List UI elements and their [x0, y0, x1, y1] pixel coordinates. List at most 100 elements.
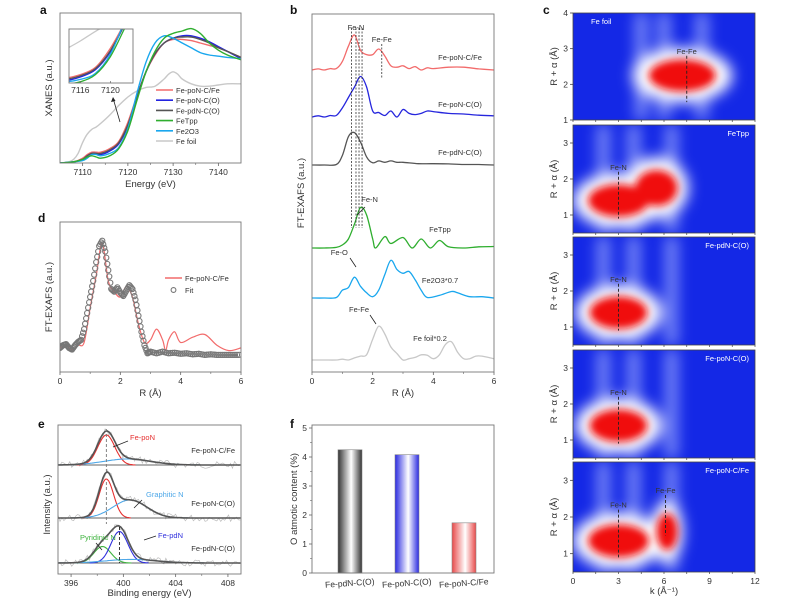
- y-tick-label: 3: [302, 481, 307, 491]
- fit-point: [106, 273, 113, 280]
- legend-label: Fe-poN-C/Fe: [176, 86, 220, 95]
- legend-swatch: [170, 287, 177, 293]
- panel-d-exafs-fit: 0 2 4 6 R (Å) FT-EXAFS (a.u.) Fe-poN-C/Fe Fit: [44, 221, 244, 399]
- wt-marker-label: Fe-Fe: [656, 486, 676, 495]
- series-label: Fe-poN-C(O): [438, 100, 482, 109]
- x-tick-label: 0: [58, 376, 63, 386]
- y-tick-label: 2: [563, 512, 568, 522]
- annotation-arrow: [369, 314, 377, 325]
- y-tick-label: 1: [563, 549, 568, 559]
- x-axis-title: Binding energy (eV): [108, 588, 192, 599]
- series-label: FeTpp: [429, 225, 451, 234]
- annotation-arrow: [112, 440, 129, 448]
- wt-hotspot: [635, 170, 678, 206]
- y-tick-label: 2: [563, 399, 568, 409]
- panel-e-xps: Fe-poN-C/Fe Fe-poN Fe-poN-C(O) Graphitic N F…: [42, 424, 242, 599]
- wt-subplot-3: [573, 350, 755, 458]
- annotation-arrow: [95, 542, 103, 551]
- x-tick-label: 9: [707, 576, 712, 586]
- fit-point: [103, 254, 110, 261]
- fit-point: [78, 333, 86, 340]
- fit-point: [99, 237, 106, 244]
- fit-point: [219, 351, 227, 359]
- y-tick-label: 3: [563, 138, 568, 148]
- xanes-lines: [60, 27, 241, 163]
- x-tick-label: 396: [64, 578, 78, 588]
- xps-sample-name: Fe-poN-C(O): [191, 499, 235, 508]
- y-tick-label: 1: [563, 435, 568, 445]
- inset-frame: [68, 28, 134, 84]
- wt-hot: [589, 296, 648, 329]
- x-tick-label: 0: [571, 576, 576, 586]
- wt-hot: [589, 409, 648, 442]
- y-tick-label: 2: [302, 510, 307, 520]
- series-label: Fe foil*0.2: [413, 334, 447, 343]
- fit-point: [215, 351, 223, 359]
- fit-point: [235, 351, 241, 359]
- fit-point: [225, 351, 233, 359]
- panel-label-f: f: [290, 417, 295, 431]
- x-tick-label: 4: [431, 376, 436, 386]
- legend-label: Fe-poN-C/Fe: [185, 274, 229, 283]
- fit-point: [217, 351, 225, 359]
- x-axis-title: Energy (eV): [125, 179, 176, 190]
- fit-point: [227, 351, 235, 359]
- y-axis-title: XANES (a.u.): [44, 59, 55, 116]
- wt-subplot-2: [573, 237, 755, 345]
- y-tick-label: 1: [563, 210, 568, 220]
- y-tick-label: 5: [302, 423, 307, 433]
- exafs-line-0: [312, 34, 494, 71]
- wt-hotspot: [589, 296, 648, 329]
- exafs-line-3: [312, 206, 494, 249]
- fit-point: [92, 265, 99, 272]
- bar-1: [394, 454, 420, 574]
- x-tick-label: 4: [178, 376, 183, 386]
- exafs-line-4: [312, 259, 494, 299]
- x-tick-label: 7110: [73, 167, 92, 177]
- y-tick-label: 2: [563, 79, 568, 89]
- wt-marker-label: Fe-N: [610, 163, 627, 172]
- legend-label: Fit: [185, 286, 194, 295]
- x-tick-label: 7120: [118, 167, 137, 177]
- series-label: Fe-poN-C/Fe: [438, 53, 482, 62]
- fit-point: [77, 336, 85, 344]
- x-tick-label: 3: [616, 576, 621, 586]
- wt-sample-name: FeTpp: [727, 129, 749, 138]
- y-tick-label: 3: [563, 250, 568, 260]
- xanes-line-3: [60, 27, 241, 163]
- exafs-line-1: [312, 75, 494, 118]
- x-category-label: Fe-poN-C(O): [382, 576, 432, 589]
- panel-b-ft-exafs: Fe-poN-C/Fe Fe-poN-C(O) Fe-pdN-C(O) FeTpp Fe…: [296, 13, 497, 399]
- fit-point: [102, 248, 109, 255]
- y-axis-title: R + α (Å): [549, 385, 560, 423]
- series-label: Fe2O3*0.7: [422, 276, 458, 285]
- fit-point: [80, 325, 88, 333]
- bond-annotation: Fe-Fe: [372, 35, 392, 44]
- bond-annotation: Fe-N: [361, 195, 378, 204]
- x-axis-title: R (Å): [392, 388, 414, 399]
- annotation-arrow: [356, 206, 366, 216]
- x-tick-label: 400: [116, 578, 130, 588]
- annotation-arrow: [349, 257, 357, 268]
- wt-marker-label: Fe-N: [610, 388, 627, 397]
- fit-point: [79, 329, 87, 336]
- fit-point: [90, 277, 97, 285]
- fit-point: [100, 241, 107, 248]
- wt-sample-name: Fe foil: [591, 17, 612, 26]
- legend-label: Fe-pdN-C(O): [176, 106, 220, 115]
- x-tick-label: 2: [370, 376, 375, 386]
- xps-component-label: Fe-pdN: [158, 531, 183, 540]
- fit-point: [139, 333, 146, 340]
- xps-envelope: [58, 470, 241, 519]
- xps-sample-name: Fe-pdN-C(O): [191, 544, 235, 553]
- y-axis-title: O atmotic content (%): [289, 453, 300, 545]
- y-tick-label: 1: [302, 539, 307, 549]
- xps-envelope: [58, 524, 241, 564]
- fit-point: [105, 267, 112, 274]
- fit-point: [107, 279, 114, 286]
- panel-label-c: c: [543, 3, 550, 17]
- x-tick-label: 6: [662, 576, 667, 586]
- annotation-arrow: [143, 535, 157, 541]
